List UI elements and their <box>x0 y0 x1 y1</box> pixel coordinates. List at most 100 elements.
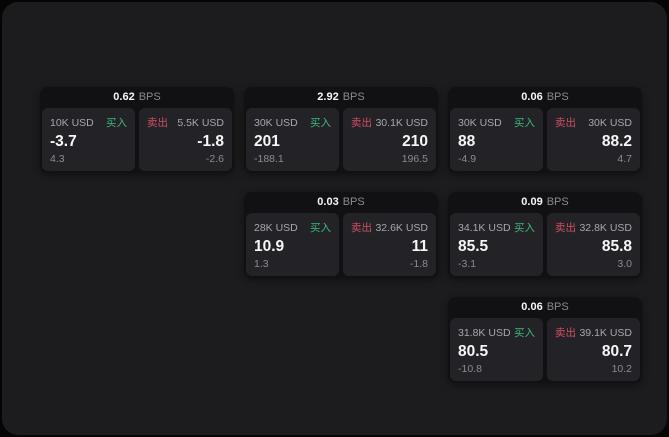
sell-price: 80.7 <box>601 342 632 360</box>
bps-value: 0.62 <box>113 91 135 103</box>
sell-tile-top: 卖出 32.8K USD <box>555 220 632 235</box>
buy-label: 买入 <box>514 222 535 234</box>
buy-amount: 31.8K USD <box>458 327 511 339</box>
buy-quote-tile[interactable]: 34.1K USD 买入 85.5 -3.1 <box>450 213 543 276</box>
quote-card-body: 34.1K USD 买入 85.5 -3.1 卖出 32.8K USD 85.8… <box>448 213 642 278</box>
buy-price: 88 <box>458 132 476 150</box>
buy-quote-tile[interactable]: 28K USD 买入 10.9 1.3 <box>246 213 339 276</box>
sell-label: 卖出 <box>555 222 576 234</box>
quote-card: 0.06 BPS 30K USD 买入 88 -4.9 卖出 30K USD 88… <box>448 87 642 173</box>
quote-card: 0.06 BPS 31.8K USD 买入 80.5 -10.8 卖出 39.1K… <box>448 297 642 383</box>
quote-card-body: 31.8K USD 买入 80.5 -10.8 卖出 39.1K USD 80.… <box>448 318 642 383</box>
sell-amount: 5.5K USD <box>177 117 224 129</box>
quote-card-body: 28K USD 买入 10.9 1.3 卖出 32.6K USD 11 -1.8 <box>244 213 438 278</box>
sell-label: 卖出 <box>555 327 576 339</box>
buy-change: 1.3 <box>254 257 269 270</box>
buy-amount: 10K USD <box>50 117 94 129</box>
quote-card-body: 10K USD 买入 -3.7 4.3 卖出 5.5K USD -1.8 -2.… <box>40 108 234 173</box>
bps-header: 0.62 BPS <box>40 87 234 108</box>
buy-tile-top: 31.8K USD 买入 <box>458 325 535 340</box>
buy-label: 买入 <box>106 117 127 129</box>
quote-card: 2.92 BPS 30K USD 买入 201 -188.1 卖出 30.1K U… <box>244 87 438 173</box>
buy-tile-top: 10K USD 买入 <box>50 115 127 130</box>
buy-quote-tile[interactable]: 30K USD 买入 201 -188.1 <box>246 108 339 171</box>
sell-change: 4.7 <box>617 152 632 165</box>
sell-tile-top: 卖出 39.1K USD <box>555 325 632 340</box>
buy-label: 买入 <box>514 327 535 339</box>
sell-price: 88.2 <box>601 132 632 150</box>
bps-value: 2.92 <box>317 91 339 103</box>
bps-suffix: BPS <box>342 196 365 208</box>
quote-card: 0.62 BPS 10K USD 买入 -3.7 4.3 卖出 5.5K USD … <box>40 87 234 173</box>
sell-tile-top: 卖出 5.5K USD <box>147 115 224 130</box>
buy-label: 买入 <box>310 117 331 129</box>
sell-quote-tile[interactable]: 卖出 5.5K USD -1.8 -2.6 <box>139 108 232 171</box>
bps-suffix: BPS <box>138 91 161 103</box>
bps-header: 2.92 BPS <box>244 87 438 108</box>
sell-price: 11 <box>411 237 428 255</box>
bps-suffix: BPS <box>546 91 569 103</box>
buy-quote-tile[interactable]: 10K USD 买入 -3.7 4.3 <box>42 108 135 171</box>
bps-value: 0.06 <box>521 91 543 103</box>
buy-tile-top: 30K USD 买入 <box>254 115 331 130</box>
sell-amount: 30.1K USD <box>375 117 428 129</box>
buy-price: 80.5 <box>458 342 489 360</box>
bps-value: 0.09 <box>521 196 543 208</box>
buy-label: 买入 <box>310 222 331 234</box>
bps-header: 0.09 BPS <box>448 192 642 213</box>
sell-quote-tile[interactable]: 卖出 32.6K USD 11 -1.8 <box>343 213 436 276</box>
sell-change: 196.5 <box>401 152 428 165</box>
bps-suffix: BPS <box>342 91 365 103</box>
bps-suffix: BPS <box>546 301 569 313</box>
sell-price: 85.8 <box>601 237 632 255</box>
sell-label: 卖出 <box>147 117 168 129</box>
buy-change: -10.8 <box>458 362 482 375</box>
buy-amount: 28K USD <box>254 222 298 234</box>
bps-header: 0.06 BPS <box>448 87 642 108</box>
buy-tile-top: 30K USD 买入 <box>458 115 535 130</box>
buy-amount: 30K USD <box>458 117 502 129</box>
bps-header: 0.06 BPS <box>448 297 642 318</box>
sell-quote-tile[interactable]: 卖出 39.1K USD 80.7 10.2 <box>547 318 640 381</box>
sell-quote-tile[interactable]: 卖出 30.1K USD 210 196.5 <box>343 108 436 171</box>
sell-amount: 39.1K USD <box>579 327 632 339</box>
quote-card-body: 30K USD 买入 88 -4.9 卖出 30K USD 88.2 4.7 <box>448 108 642 173</box>
buy-change: 4.3 <box>50 152 65 165</box>
bps-header: 0.03 BPS <box>244 192 438 213</box>
buy-change: -3.1 <box>458 257 477 270</box>
bps-value: 0.06 <box>521 301 543 313</box>
sell-tile-top: 卖出 32.6K USD <box>351 220 428 235</box>
buy-tile-top: 28K USD 买入 <box>254 220 331 235</box>
sell-tile-top: 卖出 30.1K USD <box>351 115 428 130</box>
sell-price: -1.8 <box>197 132 224 150</box>
quote-card: 0.03 BPS 28K USD 买入 10.9 1.3 卖出 32.6K USD… <box>244 192 438 278</box>
sell-amount: 30K USD <box>588 117 632 129</box>
buy-change: -4.9 <box>458 152 477 165</box>
sell-price: 210 <box>402 132 428 150</box>
sell-label: 卖出 <box>555 117 576 129</box>
sell-change: -2.6 <box>205 152 224 165</box>
quote-card: 0.09 BPS 34.1K USD 买入 85.5 -3.1 卖出 32.8K … <box>448 192 642 278</box>
sell-label: 卖出 <box>351 222 372 234</box>
buy-quote-tile[interactable]: 31.8K USD 买入 80.5 -10.8 <box>450 318 543 381</box>
quote-cards-grid: 0.62 BPS 10K USD 买入 -3.7 4.3 卖出 5.5K USD … <box>40 87 642 383</box>
buy-quote-tile[interactable]: 30K USD 买入 88 -4.9 <box>450 108 543 171</box>
buy-price: 85.5 <box>458 237 489 255</box>
sell-quote-tile[interactable]: 卖出 30K USD 88.2 4.7 <box>547 108 640 171</box>
sell-tile-top: 卖出 30K USD <box>555 115 632 130</box>
sell-quote-tile[interactable]: 卖出 32.8K USD 85.8 3.0 <box>547 213 640 276</box>
buy-label: 买入 <box>514 117 535 129</box>
buy-price: 10.9 <box>254 237 285 255</box>
sell-change: 10.2 <box>611 362 632 375</box>
buy-change: -188.1 <box>254 152 284 165</box>
sell-amount: 32.8K USD <box>579 222 632 234</box>
sell-amount: 32.6K USD <box>375 222 428 234</box>
bps-value: 0.03 <box>317 196 339 208</box>
sell-label: 卖出 <box>351 117 372 129</box>
buy-amount: 30K USD <box>254 117 298 129</box>
sell-change: -1.8 <box>409 257 428 270</box>
buy-tile-top: 34.1K USD 买入 <box>458 220 535 235</box>
buy-amount: 34.1K USD <box>458 222 511 234</box>
sell-change: 3.0 <box>617 257 632 270</box>
